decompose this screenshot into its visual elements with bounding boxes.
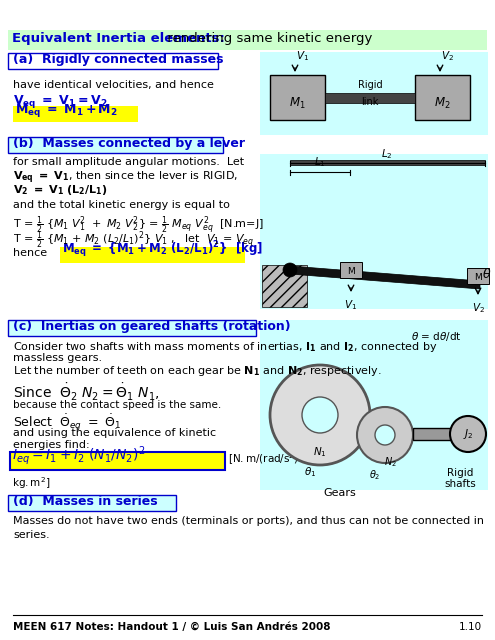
Text: $V_2$: $V_2$ bbox=[472, 301, 485, 315]
Text: Let the number of teeth on each gear be $\mathbf{N_1}$ and $\mathbf{N_2}$, respe: Let the number of teeth on each gear be … bbox=[13, 364, 382, 378]
Text: $V_2$: $V_2$ bbox=[441, 49, 454, 63]
Text: and the total kinetic energy is equal to: and the total kinetic energy is equal to bbox=[13, 200, 230, 210]
Text: because the contact speed is the same.: because the contact speed is the same. bbox=[13, 400, 221, 410]
Circle shape bbox=[302, 397, 338, 433]
Circle shape bbox=[283, 263, 297, 277]
Circle shape bbox=[270, 365, 370, 465]
Circle shape bbox=[450, 416, 486, 452]
Text: $M_2$: $M_2$ bbox=[434, 95, 450, 111]
Bar bbox=[8, 53, 218, 69]
Text: energies find:: energies find: bbox=[13, 440, 90, 450]
Bar bbox=[10, 452, 225, 470]
Text: Consider two shafts with mass moments of inertias, $\mathbf{I_1}$ and $\mathbf{I: Consider two shafts with mass moments of… bbox=[13, 340, 438, 354]
Text: Rigid: Rigid bbox=[358, 80, 382, 90]
Text: (a)  Rigidly connected masses: (a) Rigidly connected masses bbox=[13, 53, 224, 66]
Text: MEEN 617 Notes: Handout 1 / © Luis San Andrés 2008: MEEN 617 Notes: Handout 1 / © Luis San A… bbox=[13, 622, 331, 632]
Text: (d)  Masses in series: (d) Masses in series bbox=[13, 495, 157, 508]
Text: $V_1$: $V_1$ bbox=[345, 298, 357, 312]
Text: series.: series. bbox=[13, 530, 50, 540]
Text: $\mathit{I_{eq} = I_1 + I_2\ (N_1/N_2)^2}$: $\mathit{I_{eq} = I_1 + I_2\ (N_1/N_2)^2… bbox=[12, 444, 146, 467]
Text: $\mathbf{M_{eq}\ =\ M_1 + M_2}$: $\mathbf{M_{eq}\ =\ M_1 + M_2}$ bbox=[15, 102, 118, 119]
Text: Rigid: Rigid bbox=[447, 468, 473, 478]
Bar bbox=[8, 30, 487, 50]
Text: M: M bbox=[347, 266, 355, 275]
Text: $V_1$: $V_1$ bbox=[296, 49, 309, 63]
Text: rendering same kinetic energy: rendering same kinetic energy bbox=[163, 32, 372, 45]
Bar bbox=[60, 247, 245, 263]
Text: Gears: Gears bbox=[324, 488, 356, 498]
Text: T = $\frac{1}{2}$ {$M_1$ + $M_2\ (L_2/L_1)^2$} $V_1$ ,   let  $V_1$ = $V_{eq}$: T = $\frac{1}{2}$ {$M_1$ + $M_2\ (L_2/L_… bbox=[13, 230, 254, 252]
Text: T = $\frac{1}{2}$ {$M_1\ V_1^2\ +\ M_2\ V_2^2$} = $\frac{1}{2}$ $M_{eq}\ V_{eq}^: T = $\frac{1}{2}$ {$M_1\ V_1^2\ +\ M_2\ … bbox=[13, 214, 264, 237]
Text: 1.10: 1.10 bbox=[459, 622, 482, 632]
Text: $\mathbf{V_{eq}\ =\ V_1}$, then since the lever is RIGID,: $\mathbf{V_{eq}\ =\ V_1}$, then since th… bbox=[13, 170, 238, 186]
Text: Since  $\dot{\Theta}_2\ N_2 = \dot{\Theta}_1\ N_1,$: Since $\dot{\Theta}_2\ N_2 = \dot{\Theta… bbox=[13, 382, 160, 403]
Bar bbox=[8, 320, 256, 336]
Text: have identical velocities, and hence: have identical velocities, and hence bbox=[13, 80, 214, 90]
Bar bbox=[262, 265, 307, 307]
Bar bbox=[340, 262, 362, 278]
Bar bbox=[260, 320, 488, 490]
Text: Masses do not have two ends (terminals or ports), and thus can not be connected : Masses do not have two ends (terminals o… bbox=[13, 516, 484, 526]
Bar bbox=[325, 93, 415, 103]
Bar bbox=[467, 268, 489, 284]
Text: $J_2$: $J_2$ bbox=[463, 427, 473, 441]
Text: $L_1$: $L_1$ bbox=[314, 155, 326, 169]
Text: $\mathbf{V_{eq}\ =\ V_1 = V_2}$: $\mathbf{V_{eq}\ =\ V_1 = V_2}$ bbox=[13, 93, 107, 110]
Text: (c)  Inertias on geared shafts (rotation): (c) Inertias on geared shafts (rotation) bbox=[13, 320, 291, 333]
Text: (b)  Masses connected by a lever: (b) Masses connected by a lever bbox=[13, 137, 245, 150]
Bar bbox=[8, 137, 223, 153]
Bar bbox=[290, 160, 485, 165]
Polygon shape bbox=[290, 266, 480, 289]
Bar bbox=[260, 52, 488, 135]
Text: $\mathbf{V_2\ =\ V_1\ (L_2/L_1)}$: $\mathbf{V_2\ =\ V_1\ (L_2/L_1)}$ bbox=[13, 183, 107, 197]
Text: $\mathbf{M_{eq}\ =\ \{M_1 + M_2\ (L_2/L_1)^2\}}$  [kg]: $\mathbf{M_{eq}\ =\ \{M_1 + M_2\ (L_2/L_… bbox=[62, 239, 263, 260]
Text: link: link bbox=[361, 97, 379, 107]
Text: Select  $\dot{\Theta}_{eq}\ =\ \dot{\Theta}_1$: Select $\dot{\Theta}_{eq}\ =\ \dot{\Thet… bbox=[13, 412, 121, 433]
Text: shafts: shafts bbox=[444, 479, 476, 489]
Text: $\theta_1$: $\theta_1$ bbox=[304, 465, 316, 479]
Text: $\theta$: $\theta$ bbox=[482, 267, 492, 281]
Circle shape bbox=[357, 407, 413, 463]
Bar bbox=[8, 495, 176, 511]
Text: $L_2$: $L_2$ bbox=[381, 147, 393, 161]
Bar bbox=[270, 75, 325, 120]
Text: M: M bbox=[474, 273, 482, 282]
Bar bbox=[260, 154, 488, 309]
Text: and using the equivalence of kinetic: and using the equivalence of kinetic bbox=[13, 428, 216, 438]
Bar bbox=[415, 75, 470, 120]
Circle shape bbox=[375, 425, 395, 445]
Text: $\theta$ = d$\theta$/dt: $\theta$ = d$\theta$/dt bbox=[411, 330, 462, 343]
Text: Equivalent Inertia elements:: Equivalent Inertia elements: bbox=[12, 32, 225, 45]
Text: $\theta_2$: $\theta_2$ bbox=[369, 468, 381, 482]
Text: for small amplitude angular motions.  Let: for small amplitude angular motions. Let bbox=[13, 157, 244, 167]
Text: $\rm{kg.m^2]}$: $\rm{kg.m^2]}$ bbox=[12, 475, 50, 491]
Text: massless gears.: massless gears. bbox=[13, 353, 102, 363]
Bar bbox=[13, 106, 138, 122]
Text: $M_1$: $M_1$ bbox=[289, 95, 305, 111]
Text: $\rm{[N.m/(rad/s^2)\ =}$: $\rm{[N.m/(rad/s^2)\ =}$ bbox=[228, 451, 313, 467]
Text: $N_2$: $N_2$ bbox=[384, 455, 396, 468]
Text: $N_1$: $N_1$ bbox=[313, 445, 327, 459]
Bar bbox=[413, 428, 473, 440]
Text: hence: hence bbox=[13, 248, 47, 258]
